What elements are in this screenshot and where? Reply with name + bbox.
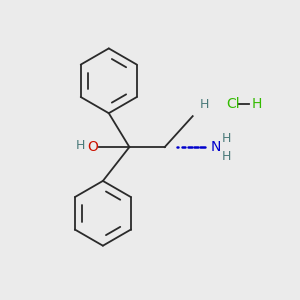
Text: H: H [76, 139, 85, 152]
Text: H: H [221, 150, 231, 163]
Text: H: H [252, 98, 262, 111]
Text: N: N [210, 140, 221, 154]
Text: Cl: Cl [226, 98, 240, 111]
Text: H: H [221, 132, 231, 145]
Text: O: O [87, 140, 98, 154]
Text: H: H [200, 98, 209, 111]
